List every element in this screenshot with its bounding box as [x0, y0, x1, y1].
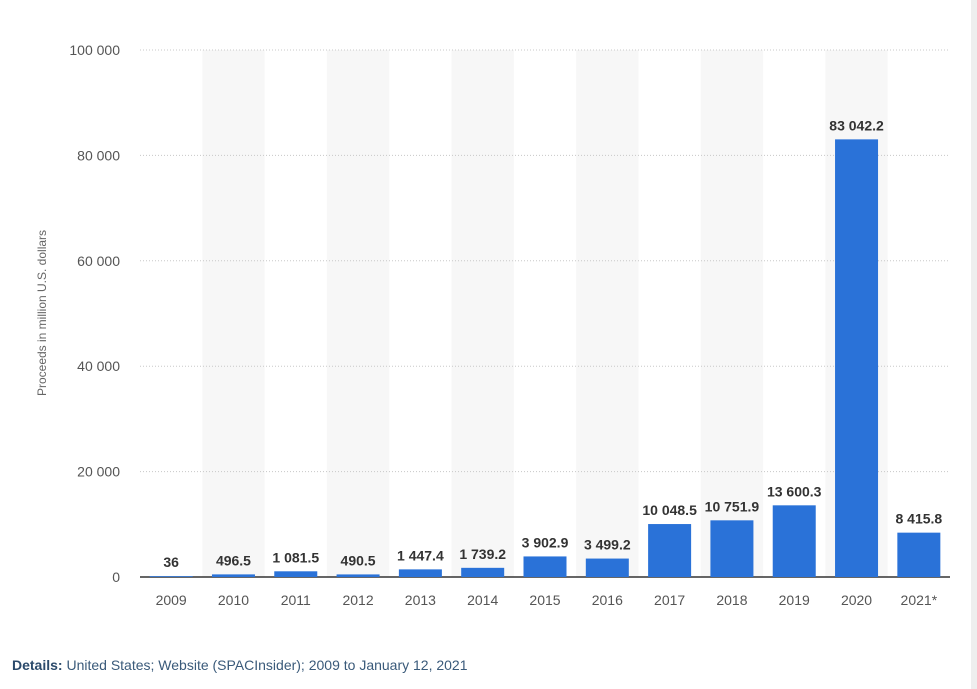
bar-value-label: 83 042.2: [829, 117, 884, 133]
bar[interactable]: [523, 556, 567, 577]
column-band: [700, 50, 764, 577]
bar-value-label: 8 415.8: [895, 511, 942, 527]
bar[interactable]: [211, 574, 255, 577]
y-axis-ticks: 0 20 000 40 000 60 000 80 000 100 000: [69, 42, 120, 585]
bar[interactable]: [274, 571, 318, 577]
right-edge-strip: [971, 0, 977, 689]
bar-value-label: 490.5: [341, 552, 376, 568]
bar[interactable]: [336, 574, 380, 577]
bar[interactable]: [149, 576, 193, 577]
column-band: [576, 50, 639, 577]
x-tick-label: 2020: [841, 592, 872, 608]
x-tick-label: 2015: [529, 592, 560, 608]
x-tick-label: 2016: [592, 592, 623, 608]
bar[interactable]: [835, 139, 879, 577]
bars: [149, 139, 941, 577]
bar-value-label: 10 751.9: [705, 498, 760, 514]
value-labels: 36 496.5 1 081.5 490.5 1 447.4 1 739.2 3 902.9…: [163, 117, 942, 570]
y-tick-label: 20 000: [77, 464, 120, 480]
y-tick-label: 40 000: [77, 358, 120, 374]
x-tick-label: 2021*: [901, 592, 938, 608]
column-band: [202, 50, 265, 577]
bar[interactable]: [772, 505, 816, 577]
x-tick-label: 2014: [467, 592, 498, 608]
details-text: United States; Website (SPACInsider); 20…: [66, 657, 468, 673]
bar-value-label: 1 081.5: [272, 549, 319, 565]
y-axis-title: Proceeds in million U.S. dollars: [35, 230, 49, 396]
x-tick-label: 2011: [281, 592, 311, 608]
x-tick-label: 2009: [156, 592, 187, 608]
bar-value-label: 10 048.5: [642, 502, 697, 518]
x-tick-label: 2012: [342, 592, 373, 608]
bar-value-label: 36: [163, 554, 179, 570]
column-band: [451, 50, 514, 577]
bar[interactable]: [585, 558, 629, 577]
column-band: [326, 50, 390, 577]
bar-value-label: 3 902.9: [522, 534, 569, 550]
details-label: Details:: [12, 657, 63, 673]
details-footer: Details: United States; Website (SPACIns…: [12, 657, 468, 673]
bar[interactable]: [897, 532, 941, 577]
bar[interactable]: [710, 520, 754, 577]
bar[interactable]: [461, 567, 505, 577]
x-tick-label: 2018: [716, 592, 747, 608]
x-axis-labels: 2009 2010 2011 2012 2013 2014 2015 2016 2017 2018…: [156, 592, 938, 608]
x-tick-label: 2010: [218, 592, 249, 608]
bar-value-label: 1 447.4: [397, 547, 444, 563]
bar-value-label: 13 600.3: [767, 483, 822, 499]
y-tick-label: 100 000: [69, 42, 120, 58]
y-tick-label: 60 000: [77, 253, 120, 269]
x-tick-label: 2019: [779, 592, 810, 608]
bar[interactable]: [398, 569, 442, 577]
bar[interactable]: [648, 524, 692, 577]
bar-value-label: 496.5: [216, 552, 251, 568]
bar-value-label: 3 499.2: [584, 537, 631, 553]
y-tick-label: 0: [112, 569, 120, 585]
y-tick-label: 80 000: [77, 147, 120, 163]
bar-value-label: 1 739.2: [459, 546, 506, 562]
x-tick-label: 2013: [405, 592, 436, 608]
x-tick-label: 2017: [654, 592, 685, 608]
